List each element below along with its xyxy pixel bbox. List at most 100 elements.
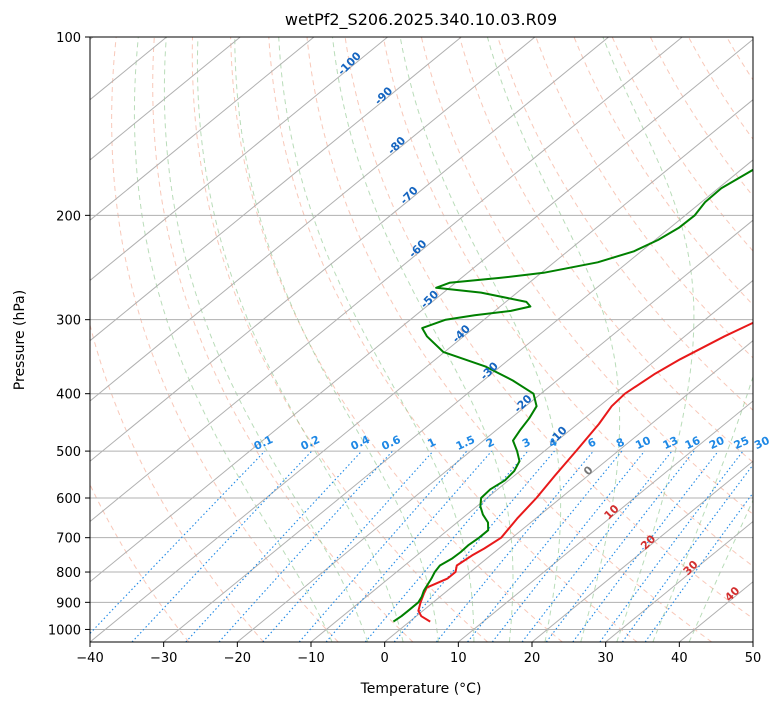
isotherm-line [752,641,753,642]
moist-adiabat [163,37,369,642]
isotherm-label: -100 [335,49,364,78]
isotherm-line [90,99,753,642]
isotherm-label: -20 [511,392,534,415]
moist-adiabat [234,37,439,642]
dry-adiabat [765,37,775,642]
y-tick-label: 100 [56,31,81,46]
x-tick-label: 40 [671,651,688,666]
dry-adiabat [459,37,753,463]
moist-adiabat [486,37,621,642]
dry-adiabat [535,37,753,359]
x-tick-label: 30 [597,651,614,666]
x-axis-title: Temperature (°C) [360,681,482,697]
x-tick-label: −20 [224,651,251,666]
y-tick-label: 300 [56,314,81,329]
isotherm-line [90,37,536,402]
mixing-ratio-label: 10 [633,434,653,452]
dry-adiabat [688,37,753,140]
isotherm-line [90,37,388,282]
x-tick-label: 20 [524,651,541,666]
mixing-ratio-label: 13 [661,434,680,452]
x-tick-label: −40 [76,651,103,666]
y-tick-label: 400 [56,388,81,403]
isotherm-label: 10 [602,502,622,522]
isotherm-line [90,37,315,221]
mixing-ratio-line [467,450,623,642]
mixing-ratio-label: 25 [732,434,751,452]
mixing-ratio-line [435,450,594,642]
isotherm-line [310,279,753,642]
isotherm-line [90,38,753,583]
isotherm-line [90,37,683,523]
isotherm-label: 30 [681,558,701,578]
mixing-ratio-label: 8 [614,435,626,450]
mixing-ratio-line [364,450,529,642]
isotherm-line [90,37,241,161]
dry-adiabat [611,37,753,252]
isotherm-label: 40 [722,584,742,604]
y-tick-label: 900 [56,596,81,611]
isotherm-label: -80 [385,134,408,157]
mixing-ratio-line [621,464,753,642]
x-tick-label: 10 [450,651,467,666]
isotherm-line [90,37,462,342]
plot-frame [89,36,754,643]
mixing-ratio-label: 0.4 [349,433,372,453]
y-tick-label: 600 [56,492,81,507]
y-tick-label: 800 [56,566,81,581]
pressure-grid-lines [90,37,753,630]
moist-adiabat [652,375,753,642]
chart-title: wetPf2_S206.2025.340.10.03.R09 [285,10,557,30]
mixing-ratio-label: 30 [752,434,772,452]
dry-adiabat [111,37,339,642]
mixing-ratio-label: 36 [773,434,775,452]
isotherm-line [458,400,753,642]
mixing-ratio-line [644,492,753,642]
isotherm-label: -90 [372,84,395,107]
plot-area [90,37,775,642]
mixing-ratio-line [521,450,673,642]
mixing-ratio-label: 0.1 [252,433,275,453]
isotherm-label: -40 [450,322,473,345]
isotherm-label: -30 [478,359,501,382]
mixing-ratio-line [545,450,695,642]
moist-adiabat [332,37,514,642]
isotherm-line [384,340,753,642]
dry-adiabat [90,323,264,642]
x-tick-label: −30 [150,651,177,666]
dry-adiabat [90,483,190,642]
mixing-ratio-label: 2 [484,435,496,450]
mixing-ratio-line [491,450,646,642]
mixing-ratio-line [90,450,266,635]
dry-adiabat [230,37,563,642]
isotherm-line [90,37,609,462]
dry-adiabat-lines [90,37,775,642]
dry-adiabat [649,37,753,197]
moist-adiabat-lines [133,37,753,642]
mixing-ratio-label: 3 [520,435,532,450]
mixing-ratio-label: 6 [586,435,599,450]
y-tick-label: 500 [56,445,81,460]
y-axis-ticks: 100 200 300 400 500 600 700 800 900 1000 [48,31,90,638]
mixing-ratio-line [218,450,394,642]
mixing-ratio-line [262,450,434,642]
moist-adiabat [196,37,404,642]
moist-adiabat [688,498,753,642]
temperature-profile [417,321,753,623]
dry-adiabat [268,37,638,642]
mixing-ratio-label: 0.6 [380,433,403,453]
mixing-ratio-label: 1.5 [454,433,477,453]
isotherm-line [605,520,753,642]
sounding-profiles [392,168,753,623]
isotherm-line [237,219,753,642]
y-tick-label: 1000 [48,623,81,638]
dry-adiabat [152,37,414,642]
isotherm-line [531,460,753,642]
moist-adiabat [602,37,695,642]
mixing-ratio-line [393,450,555,642]
isotherm-line [679,581,753,642]
isotherm-label: 20 [638,532,658,552]
isotherm-line [163,159,753,642]
dry-adiabat [306,37,712,642]
moist-adiabat [133,37,333,642]
